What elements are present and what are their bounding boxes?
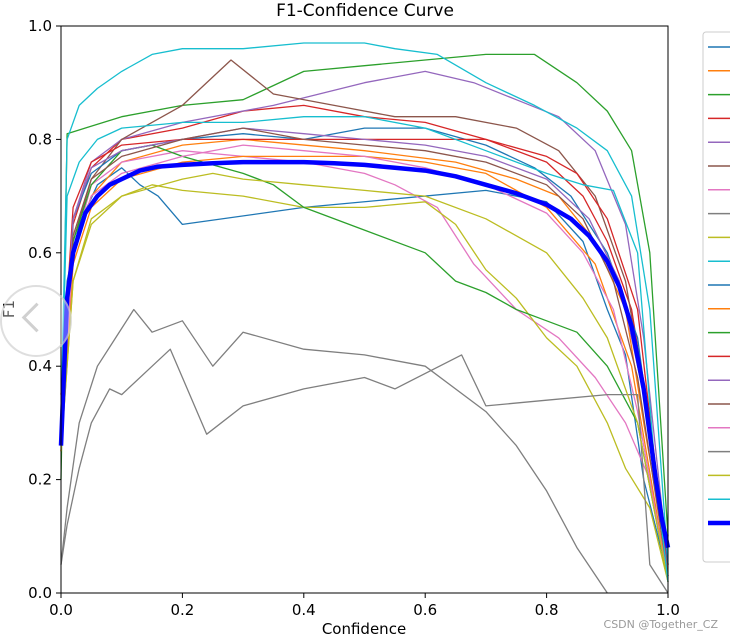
- series-line-1: [60, 167, 669, 577]
- legend: [702, 31, 730, 563]
- y-axis: 0.0 0.2 0.4 0.6 0.8 1.0: [28, 17, 61, 602]
- watermark: CSDN @Together_CZ: [603, 618, 718, 631]
- series-line-19: [60, 172, 669, 582]
- chevron-left-icon: [21, 302, 52, 333]
- series-line-12: [60, 155, 669, 582]
- x-tick-label: 0.0: [49, 601, 73, 619]
- series-line-10: [60, 42, 669, 565]
- x-axis: 0.0 0.2 0.4 0.6 0.8 1.0: [49, 593, 680, 619]
- series-line-17: [60, 144, 669, 582]
- series-line-20: [60, 116, 669, 582]
- plot-lines: [58, 42, 671, 594]
- x-tick-label: 0.2: [170, 601, 194, 619]
- series-line-5: [60, 70, 669, 565]
- x-tick-label: 0.6: [413, 601, 437, 619]
- series-line-15: [60, 127, 669, 577]
- x-tick-label: 0.8: [535, 601, 559, 619]
- x-tick-label: 1.0: [656, 601, 680, 619]
- series-line-2: [60, 138, 669, 565]
- series-line-16: [60, 127, 669, 577]
- chart-title: F1-Confidence Curve: [276, 1, 454, 21]
- series-line-13: [60, 144, 669, 582]
- series-line-3: [60, 53, 669, 537]
- series-line-7: [60, 150, 669, 577]
- series-line-9: [60, 184, 669, 582]
- series-line-8: [60, 308, 608, 594]
- series-line-18: [60, 348, 669, 594]
- y-tick-label: 0.4: [28, 357, 52, 375]
- y-tick-label: 0.6: [28, 244, 52, 262]
- y-tick-label: 1.0: [28, 17, 52, 35]
- y-tick-label: 0.0: [28, 584, 52, 602]
- y-tick-label: 0.8: [28, 130, 52, 148]
- series-line-11: [60, 127, 669, 565]
- series-line-21: [58, 159, 671, 549]
- series-line-6: [60, 59, 669, 565]
- y-tick-label: 0.2: [28, 471, 52, 489]
- back-nav-button[interactable]: [0, 285, 72, 357]
- x-axis-label: Confidence: [322, 620, 406, 637]
- legend-box: [702, 31, 730, 563]
- x-tick-label: 0.4: [292, 601, 316, 619]
